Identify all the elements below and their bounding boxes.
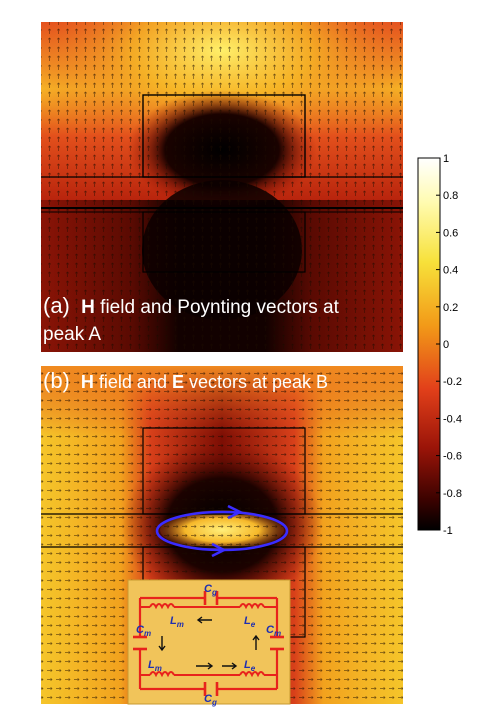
colorbar-tick-label: 0: [443, 339, 449, 351]
label-le-top: Le: [244, 615, 256, 629]
current-arrow-bottom-right-icon: [196, 662, 214, 670]
colorbar-tick-label: 0.2: [443, 302, 458, 314]
current-arrow-right-up-icon: [252, 634, 260, 650]
colorbar-ticks: 1 0.8 0.6 0.4 0.2 0 -0.2 -0.4 -0.6 -0.8 -1: [436, 153, 462, 537]
colorbar-tick-label: -0.8: [443, 488, 462, 500]
colorbar-tick-label: 1: [443, 153, 449, 165]
panel-b-caption-mid: field and: [94, 372, 172, 392]
colorbar-tick-label: -0.6: [443, 451, 462, 463]
colorbar: 1 0.8 0.6 0.4 0.2 0 -0.2 -0.4 -0.6 -0.8 -1: [417, 153, 462, 537]
panel-b-bold-symbol-e: E: [172, 372, 184, 392]
equivalent-circuit: [127, 579, 291, 705]
label-le-bottom: Le: [244, 659, 256, 673]
loop-arrow-bottom-icon: [211, 542, 227, 558]
label-lm-bottom: Lm: [148, 659, 162, 673]
inductor-lm-top-icon: [149, 603, 175, 610]
colorbar-tick-label: 0.4: [443, 265, 458, 277]
current-arrow-left-down-icon: [158, 636, 166, 652]
loop-arrow-top-icon: [227, 504, 243, 520]
label-cm-left: Cm: [136, 624, 151, 638]
colorbar-tick-label: -0.2: [443, 376, 462, 388]
inductor-le-top-icon: [239, 603, 265, 610]
label-cg-bottom: Cg: [204, 693, 217, 707]
panel-a-caption-rest: field and Poynting vectors at: [95, 297, 340, 318]
panel-b-bold-symbol-h: H: [81, 372, 94, 392]
inductor-lm-bottom-icon: [149, 671, 175, 678]
panel-a-bold-symbol: H: [81, 297, 95, 318]
panel-b-caption-rest: vectors at peak B: [184, 372, 328, 392]
label-cg-top: Cg: [204, 583, 217, 597]
panel-a-caption: (a) H field and Poynting vectors at: [43, 293, 340, 318]
label-lm-top: Lm: [170, 615, 184, 629]
panel-b-letter: (b): [43, 368, 70, 393]
inductor-le-bottom-icon: [239, 671, 265, 678]
colorbar-tick-label: -0.4: [443, 413, 462, 425]
panel-b-caption: (b) H field and E vectors at peak B: [43, 368, 328, 393]
current-arrow-bottom-right2-icon: [222, 662, 238, 670]
current-arrow-top-left-icon: [196, 616, 212, 624]
colorbar-tick-label: 0.6: [443, 227, 458, 239]
colorbar-tick-label: -1: [443, 525, 453, 537]
panel-a-field-map: [41, 22, 403, 352]
panel-a-letter: (a): [43, 293, 70, 318]
colorbar-tick-label: 0.8: [443, 190, 458, 202]
panel-a-caption-line2: peak A: [43, 324, 101, 345]
label-cm-right: Cm: [266, 624, 281, 638]
